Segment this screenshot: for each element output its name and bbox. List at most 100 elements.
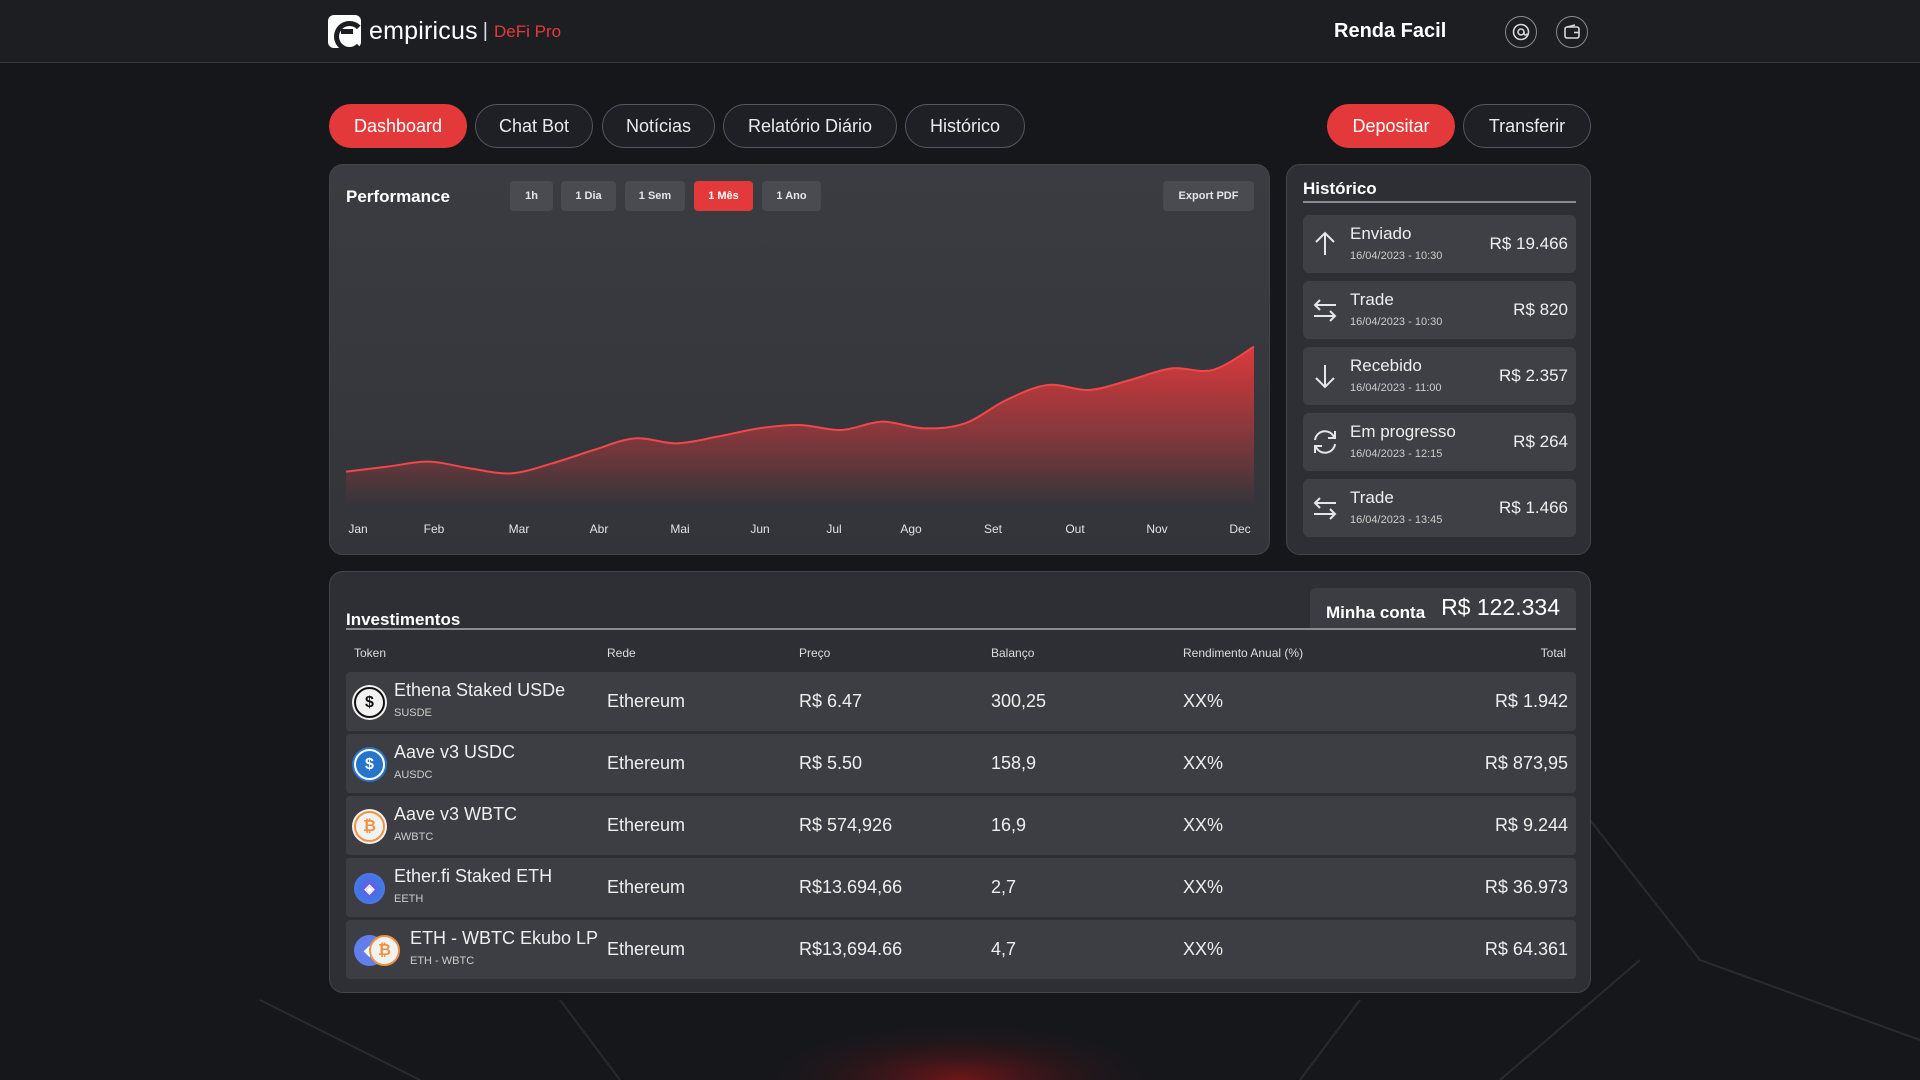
token-symbol: AWBTC: [394, 831, 434, 843]
token-yield: XX%: [1183, 877, 1224, 897]
investments-divider: [346, 628, 1576, 630]
tab-dashboard[interactable]: Dashboard: [329, 104, 467, 148]
investments-title: Investimentos: [346, 610, 461, 629]
history-label: Recebido: [1350, 356, 1422, 375]
history-label: Em progresso: [1350, 422, 1456, 441]
wbtc-token-icon: ₿: [369, 935, 400, 966]
token-balance: 300,25: [991, 691, 1047, 711]
token-symbol: ETH - WBTC: [410, 955, 475, 967]
range-1-ano-button[interactable]: 1 Ano: [762, 181, 821, 211]
token-name: Ether.fi Staked ETH: [394, 866, 553, 886]
tab-relatorio-diario[interactable]: Relatório Diário: [723, 104, 897, 148]
history-divider: [1303, 201, 1576, 203]
brand-logo[interactable]: empiricus | DeFi Pro: [328, 15, 562, 52]
token-price: R$ 574,926: [799, 815, 893, 835]
x-tick-label: Dec: [1229, 522, 1250, 536]
x-tick-label: Jun: [750, 522, 769, 536]
history-card: Histórico Enviado 16/04/2023 - 10:30 R$ …: [1286, 164, 1591, 555]
column-header-total[interactable]: Total: [1540, 646, 1566, 660]
token-balance: 2,7: [991, 877, 1017, 897]
token-balance: 4,7: [991, 939, 1017, 959]
history-date: 16/04/2023 - 11:00: [1350, 382, 1442, 394]
token-price: R$13.694,66: [799, 877, 903, 897]
tab-noticias[interactable]: Notícias: [602, 104, 715, 148]
history-label: Trade: [1350, 290, 1394, 309]
token-symbol: SUSDE: [394, 707, 432, 719]
token-price: R$ 6.47: [799, 691, 863, 711]
token-name: ETH - WBTC Ekubo LP: [410, 928, 599, 948]
history-amount: R$ 2.357: [1499, 366, 1568, 385]
empiricus-logo-icon: [328, 15, 365, 52]
range-1-mes-button[interactable]: 1 Mês: [694, 181, 753, 211]
table-row[interactable]: ◈ Ether.fi Staked ETH EETH Ethereum R$13…: [346, 858, 1576, 917]
token-balance: 158,9: [991, 753, 1037, 773]
token-yield: XX%: [1183, 815, 1224, 835]
range-1-sem-button[interactable]: 1 Sem: [625, 181, 685, 211]
range-1-dia-button[interactable]: 1 Dia: [561, 181, 616, 211]
history-amount: R$ 19.466: [1489, 234, 1568, 253]
top-bar: empiricus | DeFi Pro Renda Facil: [0, 0, 1920, 63]
history-amount: R$ 820: [1513, 300, 1568, 319]
x-tick-label: Abr: [590, 522, 609, 536]
transfer-button[interactable]: Transferir: [1463, 104, 1591, 148]
token-network: Ethereum: [607, 939, 686, 959]
usdc-token-icon: $: [354, 749, 385, 780]
chart-series-line: [345, 345, 1255, 475]
token-price: R$13,694.66: [799, 939, 903, 959]
user-name: Renda Facil: [1334, 20, 1447, 42]
token-name: Aave v3 WBTC: [394, 804, 518, 824]
deposit-button[interactable]: Depositar: [1327, 104, 1455, 148]
token-name: Ethena Staked USDe: [394, 680, 566, 700]
history-item[interactable]: Enviado 16/04/2023 - 10:30 R$ 19.466: [1303, 215, 1576, 273]
token-yield: XX%: [1183, 691, 1224, 711]
token-name: Aave v3 USDC: [394, 742, 516, 762]
swap-arrows-icon: [1313, 497, 1337, 520]
column-header-rendimento[interactable]: Rendimento Anual (%): [1183, 646, 1304, 660]
token-symbol: AUSDC: [394, 769, 433, 781]
export-pdf-button[interactable]: Export PDF: [1163, 181, 1254, 211]
arrow-down-icon: [1315, 365, 1335, 389]
account-value: R$ 122.334: [1441, 594, 1560, 620]
x-tick-label: Mar: [509, 522, 530, 536]
table-row[interactable]: $ Ethena Staked USDe SUSDE Ethereum R$ 6…: [346, 672, 1576, 731]
swap-arrows-icon: [1313, 299, 1337, 322]
column-header-preco[interactable]: Preço: [799, 646, 831, 660]
history-item[interactable]: Trade 16/04/2023 - 10:30 R$ 820: [1303, 281, 1576, 339]
brand-separator: |: [482, 20, 488, 42]
column-header-balanco[interactable]: Balanço: [991, 646, 1035, 660]
table-row[interactable]: $ Aave v3 USDC AUSDC Ethereum R$ 5.50 15…: [346, 734, 1576, 793]
wallet-icon[interactable]: [1556, 16, 1588, 48]
brand-product: DeFi Pro: [493, 21, 562, 41]
table-row[interactable]: ◆ ₿ ETH - WBTC Ekubo LP ETH - WBTC Ether…: [346, 920, 1576, 979]
history-amount: R$ 264: [1513, 432, 1568, 451]
history-item[interactable]: Em progresso 16/04/2023 - 12:15 R$ 264: [1303, 413, 1576, 471]
history-label: Enviado: [1350, 224, 1412, 243]
x-tick-label: Mai: [670, 522, 689, 536]
x-tick-label: Feb: [424, 522, 445, 536]
token-total: R$ 9.244: [1494, 815, 1568, 835]
range-1h-button[interactable]: 1h: [510, 181, 553, 211]
tab-historico[interactable]: Histórico: [905, 104, 1025, 148]
column-header-token[interactable]: Token: [354, 646, 387, 660]
history-date: 16/04/2023 - 12:15: [1350, 448, 1443, 460]
token-network: Ethereum: [607, 753, 686, 773]
x-tick-label: Ago: [900, 522, 922, 536]
tab-chat-bot[interactable]: Chat Bot: [475, 104, 593, 148]
history-item[interactable]: Recebido 16/04/2023 - 11:00 R$ 2.357: [1303, 347, 1576, 405]
token-total: R$ 64.361: [1484, 939, 1568, 959]
x-tick-label: Set: [984, 522, 1003, 536]
table-row[interactable]: ₿ Aave v3 WBTC AWBTC Ethereum R$ 574,926…: [346, 796, 1576, 855]
history-title: Histórico: [1303, 179, 1377, 198]
history-item[interactable]: Trade 16/04/2023 - 13:45 R$ 1.466: [1303, 479, 1576, 537]
history-label: Trade: [1350, 488, 1394, 507]
column-header-rede[interactable]: Rede: [607, 646, 636, 660]
x-tick-label: Out: [1065, 522, 1085, 536]
eeth-token-icon: ◈: [354, 873, 385, 904]
arrow-up-icon: [1315, 231, 1335, 255]
account-label: Minha conta: [1326, 603, 1426, 622]
investments-card: Investimentos Minha conta R$ 122.334 Tok…: [329, 571, 1591, 993]
history-date: 16/04/2023 - 13:45: [1350, 514, 1443, 526]
brand-name: empiricus: [369, 17, 478, 45]
user-circle-icon[interactable]: [1505, 16, 1537, 48]
token-network: Ethereum: [607, 877, 686, 897]
